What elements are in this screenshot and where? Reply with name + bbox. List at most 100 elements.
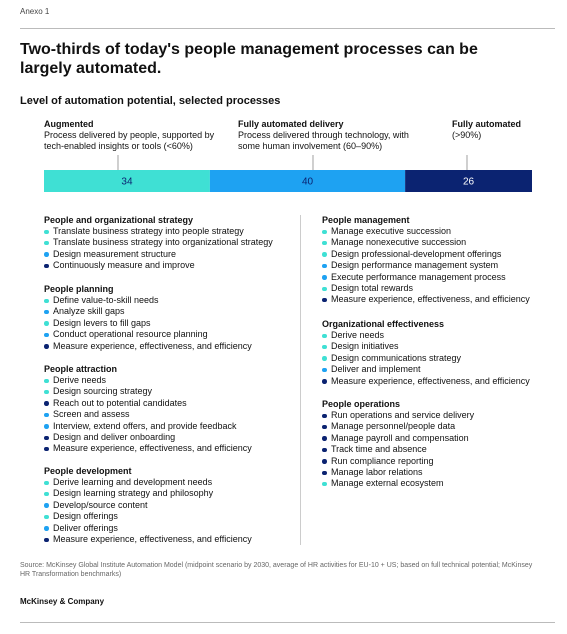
process-item: Conduct operational resource planning: [44, 329, 252, 340]
process-item: Reach out to potential candidates: [44, 398, 252, 409]
process-group: Organizational effectiveness Derive needs…: [322, 318, 530, 387]
automation-dot: [44, 401, 49, 406]
group-title: People attraction: [44, 364, 118, 374]
process-item: Measure experience, effectiveness, and e…: [44, 443, 252, 454]
value-label: 40: [302, 177, 314, 188]
process-item: Deliver offerings: [44, 523, 252, 534]
item-text: Measure experience, effectiveness, and e…: [53, 443, 252, 454]
series-description: Process delivered by people, supported b…: [44, 130, 215, 151]
divider: [20, 622, 555, 623]
automation-dot: [44, 229, 49, 234]
process-item: Design professional-development offering…: [322, 249, 530, 260]
group-title: People development: [44, 466, 132, 476]
process-group: People operations Run operations and serv…: [322, 398, 474, 490]
item-text: Run compliance reporting: [331, 455, 434, 466]
process-group: People planning Define value-to-skill nee…: [44, 283, 252, 352]
item-text: Analyze skill gaps: [53, 306, 125, 317]
automation-dot: [322, 447, 327, 453]
item-text: Design initiatives: [331, 341, 399, 352]
process-item: Define value-to-skill needs: [44, 295, 252, 306]
process-item: Manage personnel/people data: [322, 421, 474, 432]
automation-dot: [44, 378, 49, 383]
process-item: Derive needs: [322, 330, 530, 341]
bar-segment: [44, 170, 210, 192]
item-text: Manage nonexecutive succession: [331, 237, 467, 248]
process-item: Manage nonexecutive succession: [322, 237, 530, 248]
process-item: Manage labor relations: [322, 467, 474, 478]
item-text: Execute performance management process: [331, 271, 506, 282]
item-text: Deliver and implement: [331, 364, 421, 375]
process-item: Design measurement structure: [44, 249, 273, 260]
item-text: Design learning strategy and philosophy: [53, 488, 214, 499]
item-text: Manage personnel/people data: [331, 421, 456, 432]
series-description: (>90%): [452, 130, 482, 140]
process-item: Derive needs: [44, 375, 252, 386]
series-name: Augmented: [44, 119, 94, 129]
automation-dot: [44, 344, 49, 349]
automation-dot: [322, 333, 327, 338]
automation-dot: [322, 275, 327, 280]
automation-dot: [44, 435, 49, 441]
item-text: Measure experience, effectiveness, and e…: [331, 375, 530, 386]
item-text: Reach out to potential candidates: [53, 397, 187, 408]
process-item: Track time and absence: [322, 444, 474, 455]
automation-dot: [322, 286, 327, 292]
item-text: Manage payroll and compensation: [331, 432, 469, 443]
automation-dot: [322, 379, 327, 384]
process-item: Deliver and implement: [322, 364, 530, 375]
process-item: Screen and assess: [44, 409, 252, 420]
process-item: Design performance management system: [322, 260, 530, 271]
automation-dot: [322, 344, 327, 350]
process-item: Design levers to fill gaps: [44, 318, 252, 329]
item-text: Design professional-development offering…: [331, 248, 502, 259]
process-item: Run operations and service delivery: [322, 410, 474, 421]
process-item: Execute performance management process: [322, 272, 530, 283]
automation-dot: [44, 263, 49, 269]
automation-dot: [44, 526, 49, 531]
process-item: Design learning strategy and philosophy: [44, 488, 252, 499]
process-item: Manage executive succession: [322, 226, 530, 237]
brand: McKinsey & Company: [20, 597, 105, 606]
automation-dot: [322, 413, 327, 418]
item-text: Design total rewards: [331, 283, 414, 294]
item-text: Measure experience, effectiveness, and e…: [331, 294, 530, 305]
series-name: Fully automated delivery: [238, 119, 344, 129]
title: Two-thirds of today's people management …: [20, 41, 478, 77]
item-text: Design performance management system: [331, 260, 499, 271]
automation-dot: [322, 481, 327, 487]
source: Source: McKinsey Global Institute Automa…: [20, 562, 533, 578]
automation-dot: [44, 332, 49, 338]
automation-dot: [44, 389, 49, 395]
process-item: Design initiatives: [322, 341, 530, 352]
bar-segment: [209, 170, 406, 192]
item-text: Define value-to-skill needs: [53, 295, 159, 305]
automation-dot: [44, 309, 49, 315]
item-text: Translate business strategy into people …: [53, 226, 244, 236]
item-text: Manage executive succession: [331, 226, 452, 236]
item-text: Design offerings: [53, 511, 118, 522]
process-group: People management Manage executive succes…: [322, 214, 530, 306]
item-text: Run operations and service delivery: [331, 410, 475, 420]
item-text: Design communications strategy: [331, 352, 462, 363]
process-item: Continuously measure and improve: [44, 260, 273, 271]
group-title: People and organizational strategy: [44, 215, 194, 225]
process-item: Design communications strategy: [322, 353, 530, 364]
process-item: Manage external ecosystem: [322, 478, 474, 489]
automation-dot: [322, 436, 327, 441]
series-description: Process delivered through technology, wi…: [238, 130, 409, 151]
item-text: Derive learning and development needs: [53, 477, 213, 487]
item-text: Derive needs: [331, 330, 385, 340]
automation-dot: [44, 480, 49, 485]
process-item: Measure experience, effectiveness, and e…: [322, 376, 530, 387]
automation-dot: [322, 470, 327, 476]
automation-dot: [322, 367, 327, 373]
item-text: Design measurement structure: [53, 248, 177, 259]
process-group: People development Derive learning and de…: [44, 465, 252, 545]
process-item: Design and deliver onboarding: [44, 432, 252, 443]
annex-label: Anexo 1: [20, 7, 50, 16]
series-name: Fully automated: [452, 119, 522, 129]
process-item: Manage payroll and compensation: [322, 433, 474, 444]
item-text: Derive needs: [53, 375, 107, 385]
process-item: Derive learning and development needs: [44, 477, 252, 488]
